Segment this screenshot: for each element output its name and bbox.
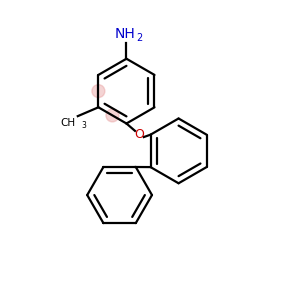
Circle shape — [92, 85, 105, 98]
Text: O: O — [134, 128, 144, 141]
Text: CH: CH — [60, 118, 75, 128]
Text: NH: NH — [115, 27, 135, 41]
Text: 2: 2 — [136, 32, 142, 43]
Text: 3: 3 — [81, 121, 86, 130]
Circle shape — [106, 109, 119, 122]
